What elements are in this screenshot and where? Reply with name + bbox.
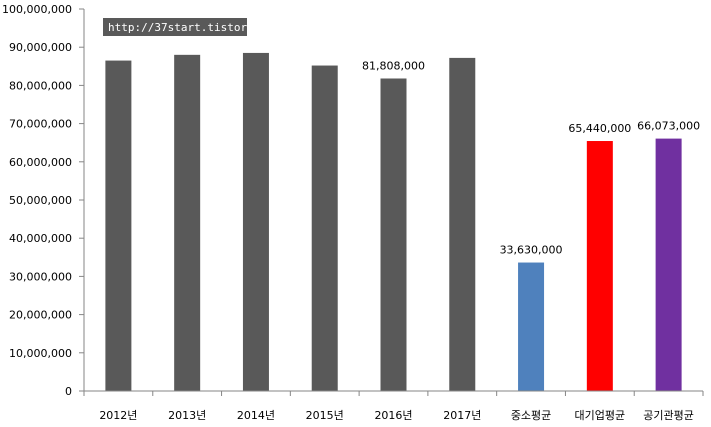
y-tick-label: 90,000,000 bbox=[9, 41, 72, 54]
y-tick-label: 40,000,000 bbox=[9, 232, 72, 245]
bar bbox=[655, 138, 682, 391]
data-label: 66,073,000 bbox=[637, 120, 700, 133]
data-label: 81,808,000 bbox=[362, 59, 425, 72]
bar bbox=[105, 60, 132, 391]
x-tick-label: 2014년 bbox=[237, 409, 275, 422]
y-tick-label: 50,000,000 bbox=[9, 194, 72, 207]
bar bbox=[380, 78, 407, 391]
bars bbox=[105, 52, 682, 392]
bar bbox=[242, 52, 269, 392]
bar bbox=[518, 262, 545, 391]
y-axis: 0 10,000,000 20,000,000 30,000,000 40,000,00… bbox=[2, 3, 85, 398]
x-tick-label: 2012년 bbox=[99, 409, 137, 422]
bar bbox=[449, 57, 476, 392]
data-label: 65,440,000 bbox=[568, 122, 631, 135]
x-tick-label: 2017년 bbox=[443, 409, 481, 422]
y-tick-label: 100,000,000 bbox=[2, 3, 72, 16]
x-tick-label: 대기업평균 bbox=[575, 409, 626, 422]
x-tick-label: 2016년 bbox=[374, 409, 412, 422]
watermark: http://37start.tistory.com bbox=[103, 18, 281, 36]
y-tick-label: 30,000,000 bbox=[9, 270, 72, 283]
x-tick-label: 2015년 bbox=[306, 409, 344, 422]
data-label: 33,630,000 bbox=[500, 244, 563, 257]
bar bbox=[174, 54, 201, 392]
y-tick-label: 60,000,000 bbox=[9, 156, 72, 169]
data-labels: 81,808,000 33,630,000 65,440,000 66,073,000 bbox=[362, 59, 700, 256]
x-tick-label: 중소평균 bbox=[511, 409, 551, 422]
x-axis: 2012년 2013년 2014년 2015년 2016년 2017년 중소평균 대기업평균 공… bbox=[83, 390, 704, 422]
x-tick-label: 2013년 bbox=[168, 409, 206, 422]
y-tick-label: 0 bbox=[65, 385, 72, 398]
y-tick-label: 20,000,000 bbox=[9, 309, 72, 322]
watermark-background bbox=[103, 18, 247, 36]
x-tick-label: 공기관평균 bbox=[643, 409, 694, 422]
bar bbox=[586, 141, 613, 391]
bar bbox=[311, 65, 338, 391]
y-tick-label: 70,000,000 bbox=[9, 118, 72, 131]
y-tick-label: 80,000,000 bbox=[9, 79, 72, 92]
y-tick-label: 10,000,000 bbox=[9, 347, 72, 360]
watermark-text: http://37start.tistory.com bbox=[108, 21, 281, 34]
